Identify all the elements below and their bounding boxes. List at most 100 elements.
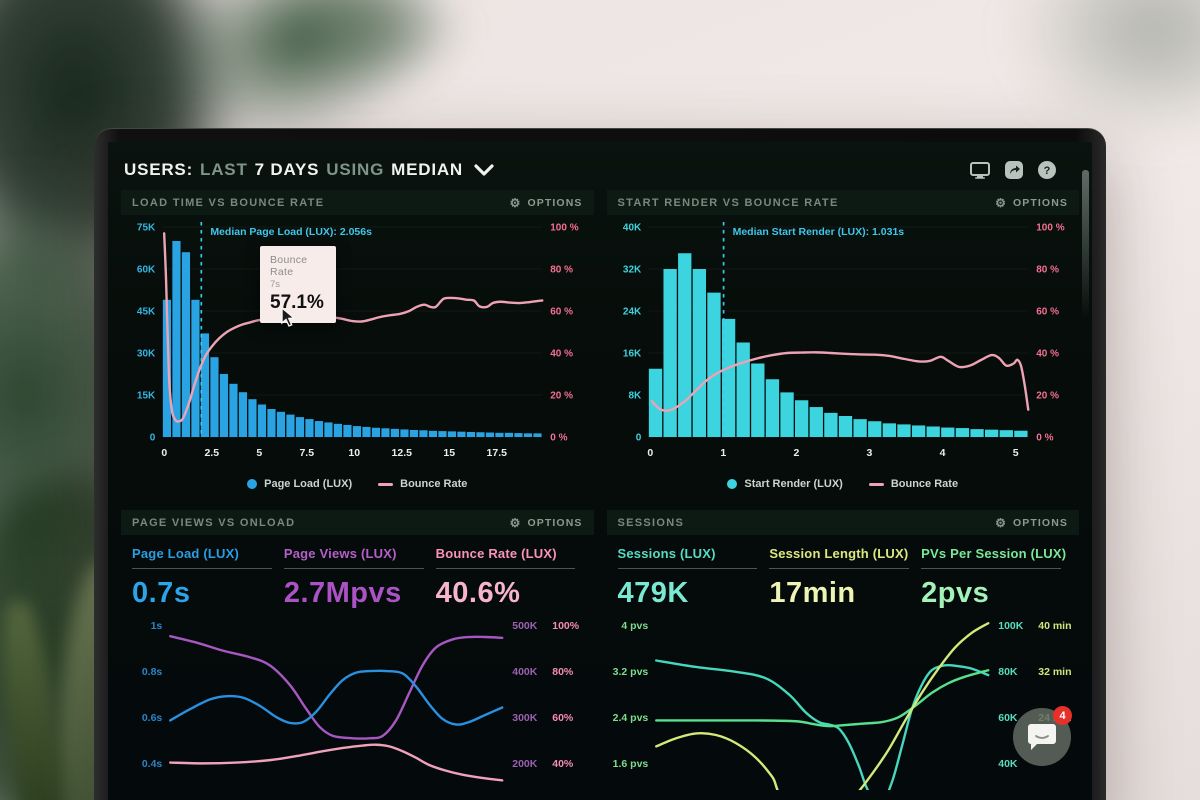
gear-icon: ⚙ xyxy=(509,516,522,530)
svg-text:17.5: 17.5 xyxy=(487,447,508,459)
svg-text:1s: 1s xyxy=(151,620,163,632)
svg-text:400K: 400K xyxy=(512,666,538,678)
panel-header: PAGE VIEWS VS ONLOAD ⚙ OPTIONS xyxy=(121,510,594,535)
svg-text:60 %: 60 % xyxy=(1036,307,1059,318)
load-time-chart[interactable]: 75K 60K 45K 30K 15K 0 100 % 80 % 60 % 40 % 20 % 0 %… xyxy=(121,215,594,471)
svg-text:5: 5 xyxy=(256,447,262,459)
svg-text:30K: 30K xyxy=(137,349,156,360)
legend-page-load[interactable]: Page Load (LUX) xyxy=(247,478,352,490)
svg-text:40%: 40% xyxy=(552,758,574,770)
metric-divider xyxy=(921,568,1061,569)
svg-text:1.6 pvs: 1.6 pvs xyxy=(612,758,648,770)
svg-text:0.4s: 0.4s xyxy=(142,758,163,770)
page-views-chart[interactable]: 1s 0.8s 0.6s 0.4s 500K 400K 300K 200K 100% 80% 60%… xyxy=(121,612,594,790)
options-button[interactable]: ⚙ OPTIONS xyxy=(509,196,583,210)
panel-page-views: PAGE VIEWS VS ONLOAD ⚙ OPTIONS Page Load … xyxy=(121,510,594,790)
panel-title: LOAD TIME VS BOUNCE RATE xyxy=(132,197,325,209)
title-users: USERS: xyxy=(124,160,194,179)
mouse-cursor-icon xyxy=(281,307,296,328)
legend-bounce-rate[interactable]: Bounce Rate xyxy=(378,478,467,490)
options-button[interactable]: ⚙ OPTIONS xyxy=(509,516,583,530)
svg-text:2: 2 xyxy=(793,447,799,459)
svg-text:0: 0 xyxy=(647,447,653,459)
metric-divider xyxy=(769,568,909,569)
svg-text:40 min: 40 min xyxy=(1038,620,1071,632)
options-button[interactable]: ⚙ OPTIONS xyxy=(995,196,1068,210)
panel-start-render: START RENDER VS BOUNCE RATE ⚙ OPTIONS 40K… xyxy=(606,190,1080,497)
svg-text:0.6s: 0.6s xyxy=(142,712,163,724)
screen-reflection xyxy=(1082,170,1089,320)
svg-text:5: 5 xyxy=(1012,447,1018,459)
chevron-down-icon[interactable] xyxy=(474,164,494,176)
svg-text:0: 0 xyxy=(635,433,641,444)
svg-text:500K: 500K xyxy=(512,620,538,632)
legend-start-render[interactable]: Start Render (LUX) xyxy=(727,478,843,490)
sessions-chart[interactable]: 4 pvs 3.2 pvs 2.4 pvs 1.6 pvs 100K 80K 60K 40K 4… xyxy=(607,612,1080,790)
metric-page-load: Page Load (LUX) 0.7s xyxy=(132,546,284,610)
svg-text:80 %: 80 % xyxy=(1036,265,1059,276)
svg-text:80%: 80% xyxy=(552,666,574,678)
dashboard-title-dropdown[interactable]: USERS: LAST 7 DAYS USING MEDIAN xyxy=(124,160,494,180)
help-icon[interactable]: ? xyxy=(1038,161,1056,179)
svg-text:60%: 60% xyxy=(552,712,574,724)
metric-page-views: Page Views (LUX) 2.7Mpvs xyxy=(283,546,436,610)
chart-tooltip: Bounce Rate 7s 57.1% xyxy=(260,246,336,323)
panel-sessions: SESSIONS ⚙ OPTIONS Sessions (LUX) 479K Se… xyxy=(606,510,1080,790)
svg-text:2.5: 2.5 xyxy=(204,447,219,459)
svg-text:4 pvs: 4 pvs xyxy=(621,620,648,632)
gear-icon: ⚙ xyxy=(995,516,1008,530)
header-icons: ? xyxy=(970,161,1056,179)
legend-line xyxy=(868,482,884,486)
plant-leaf xyxy=(1010,0,1200,140)
svg-text:60 %: 60 % xyxy=(550,307,573,318)
svg-text:0: 0 xyxy=(150,433,156,444)
chart-legend: Page Load (LUX) Bounce Rate xyxy=(121,471,594,497)
svg-text:45K: 45K xyxy=(137,307,156,318)
svg-text:20 %: 20 % xyxy=(1036,391,1059,402)
svg-text:40K: 40K xyxy=(622,223,641,234)
svg-text:40 %: 40 % xyxy=(550,349,573,360)
svg-text:1: 1 xyxy=(720,447,726,459)
svg-text:12.5: 12.5 xyxy=(392,447,413,459)
svg-text:Median Page Load (LUX): 2.056s: Median Page Load (LUX): 2.056s xyxy=(210,226,372,238)
svg-text:80K: 80K xyxy=(998,666,1018,678)
metric-strip: Sessions (LUX) 479K Session Length (LUX)… xyxy=(607,535,1080,612)
options-button[interactable]: ⚙ OPTIONS xyxy=(995,516,1068,530)
svg-text:75K: 75K xyxy=(137,223,156,234)
svg-text:15K: 15K xyxy=(137,391,156,402)
tooltip-x-value: 7s xyxy=(270,279,281,290)
dashboard-header: USERS: LAST 7 DAYS USING MEDIAN xyxy=(108,142,1092,190)
metric-pvs-per-session: PVs Per Session (LUX) 2pvs xyxy=(921,546,1067,609)
title-range: LAST xyxy=(200,160,248,179)
svg-text:32 min: 32 min xyxy=(1038,666,1071,678)
svg-text:80 %: 80 % xyxy=(550,265,573,276)
panel-header: SESSIONS ⚙ OPTIONS xyxy=(606,510,1079,535)
svg-text:3: 3 xyxy=(866,447,872,459)
svg-text:20 %: 20 % xyxy=(550,391,573,402)
legend-bounce-rate[interactable]: Bounce Rate xyxy=(868,478,958,490)
svg-text:60K: 60K xyxy=(998,712,1018,724)
metric-divider xyxy=(435,568,576,569)
start-render-chart[interactable]: 40K 32K 24K 16K 8K 0 100 % 80 % 60 % 40 % 20 % 0 % 0… xyxy=(607,215,1080,471)
metric-divider xyxy=(132,568,272,569)
metric-sessions: Sessions (LUX) 479K xyxy=(617,546,770,610)
svg-text:0: 0 xyxy=(161,447,167,459)
laptop: USERS: LAST 7 DAYS USING MEDIAN xyxy=(94,128,1106,800)
panel-header: LOAD TIME VS BOUNCE RATE ⚙ OPTIONS xyxy=(121,190,594,215)
chat-badge: 4 xyxy=(1053,706,1072,725)
chat-launcher[interactable]: 4 xyxy=(1013,706,1072,766)
monitor-icon[interactable] xyxy=(970,161,990,179)
chart-canvas: 1s 0.8s 0.6s 0.4s 500K 400K 300K 200K 100% 80% 60%… xyxy=(142,620,580,782)
share-icon[interactable] xyxy=(1005,161,1023,179)
svg-text:32K: 32K xyxy=(622,265,641,276)
legend-line xyxy=(378,482,394,486)
svg-text:100K: 100K xyxy=(998,620,1024,632)
panel-title: START RENDER VS BOUNCE RATE xyxy=(617,197,839,209)
chat-bubble-icon xyxy=(1028,724,1056,756)
panel-title: SESSIONS xyxy=(617,517,685,529)
svg-text:0 %: 0 % xyxy=(550,433,567,444)
legend-dot xyxy=(247,479,258,489)
svg-text:3.2 pvs: 3.2 pvs xyxy=(612,666,648,678)
svg-text:4: 4 xyxy=(939,447,945,459)
